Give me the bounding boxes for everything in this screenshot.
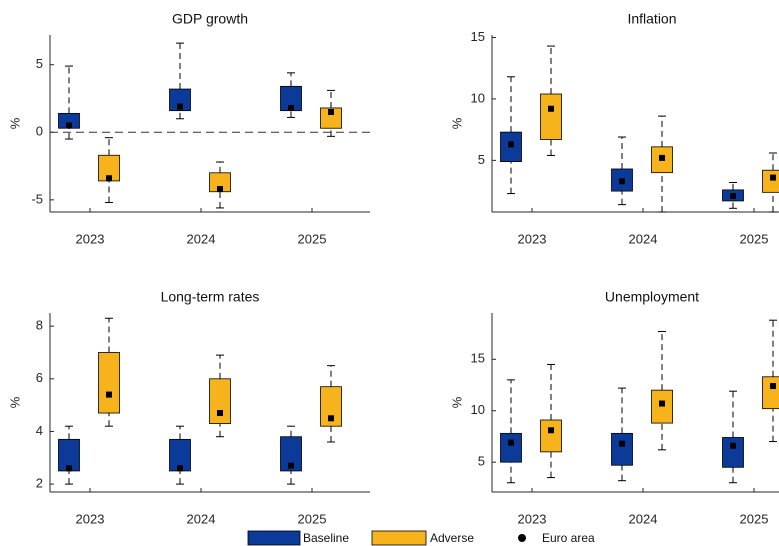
y-tick-label: 10: [471, 90, 485, 105]
x-tick-label: 2025: [298, 511, 327, 526]
y-tick-label: 5: [478, 152, 485, 167]
legend-label: Baseline: [303, 531, 349, 545]
box: [169, 88, 191, 112]
box: [611, 432, 633, 466]
euro-area-marker: [66, 122, 72, 129]
x-tick-label: 2024: [187, 231, 216, 246]
y-tick-label: -5: [31, 191, 43, 206]
y-axis-label: %: [449, 396, 464, 408]
box: [320, 107, 342, 129]
euro-area-marker: [659, 154, 665, 161]
y-tick-label: 5: [36, 56, 43, 71]
box: [320, 386, 342, 427]
x-tick-label: 2025: [740, 231, 769, 246]
euro-area-marker: [66, 465, 72, 472]
euro-area-marker: [770, 174, 776, 181]
legend-swatch: [371, 530, 427, 546]
euro-area-marker: [730, 193, 736, 200]
euro-area-marker: [548, 427, 554, 434]
euro-area-marker: [328, 109, 334, 116]
euro-area-marker: [619, 178, 625, 185]
y-tick-label: 6: [36, 370, 43, 385]
euro-area-marker: [730, 442, 736, 449]
y-tick-label: 4: [36, 423, 43, 438]
legend-marker: [518, 534, 526, 542]
x-tick-label: 2023: [76, 511, 105, 526]
box: [209, 378, 231, 424]
euro-area-marker: [217, 186, 223, 193]
legend-label: Adverse: [430, 531, 474, 545]
euro-area-marker: [770, 383, 776, 390]
euro-area-marker: [328, 415, 334, 422]
euro-area-marker: [508, 141, 514, 148]
euro-area-marker: [619, 440, 625, 447]
x-tick-label: 2024: [629, 511, 658, 526]
x-tick-label: 2025: [298, 231, 327, 246]
euro-area-marker: [659, 400, 665, 407]
x-tick-label: 2025: [740, 511, 769, 526]
euro-area-marker: [548, 105, 554, 112]
euro-area-marker: [106, 391, 112, 398]
y-tick-label: 5: [478, 454, 485, 469]
euro-area-marker: [106, 175, 112, 182]
box: [500, 432, 522, 463]
box: [762, 376, 779, 410]
euro-area-marker: [177, 103, 183, 110]
euro-area-marker: [508, 439, 514, 446]
y-axis-label: %: [7, 117, 22, 129]
euro-area-marker: [288, 104, 294, 111]
euro-area-marker: [288, 462, 294, 469]
y-tick-label: 10: [471, 402, 485, 417]
y-tick-label: 15: [471, 351, 485, 366]
legend-label: Euro area: [542, 531, 595, 545]
chart-title: Long-term rates: [161, 289, 260, 305]
box: [762, 169, 779, 193]
x-tick-label: 2024: [187, 511, 216, 526]
box: [540, 419, 562, 453]
x-tick-label: 2023: [76, 231, 105, 246]
box: [722, 437, 744, 468]
y-axis-label: %: [449, 117, 464, 129]
y-tick-label: 8: [36, 318, 43, 333]
box: [651, 389, 673, 424]
chart-title: GDP growth: [172, 11, 248, 27]
x-tick-label: 2023: [518, 511, 547, 526]
x-tick-label: 2023: [518, 231, 547, 246]
y-tick-label: 0: [36, 124, 43, 139]
chart-title: Inflation: [627, 11, 676, 27]
legend-swatch: [247, 530, 301, 546]
euro-area-marker: [217, 410, 223, 417]
y-tick-label: 15: [471, 29, 485, 44]
x-tick-label: 2024: [629, 231, 658, 246]
box: [540, 93, 562, 140]
euro-area-marker: [177, 465, 183, 472]
y-axis-label: %: [7, 396, 22, 408]
y-tick-label: 2: [36, 476, 43, 491]
box: [98, 352, 120, 414]
box: [280, 436, 302, 472]
chart-title: Unemployment: [605, 289, 699, 305]
